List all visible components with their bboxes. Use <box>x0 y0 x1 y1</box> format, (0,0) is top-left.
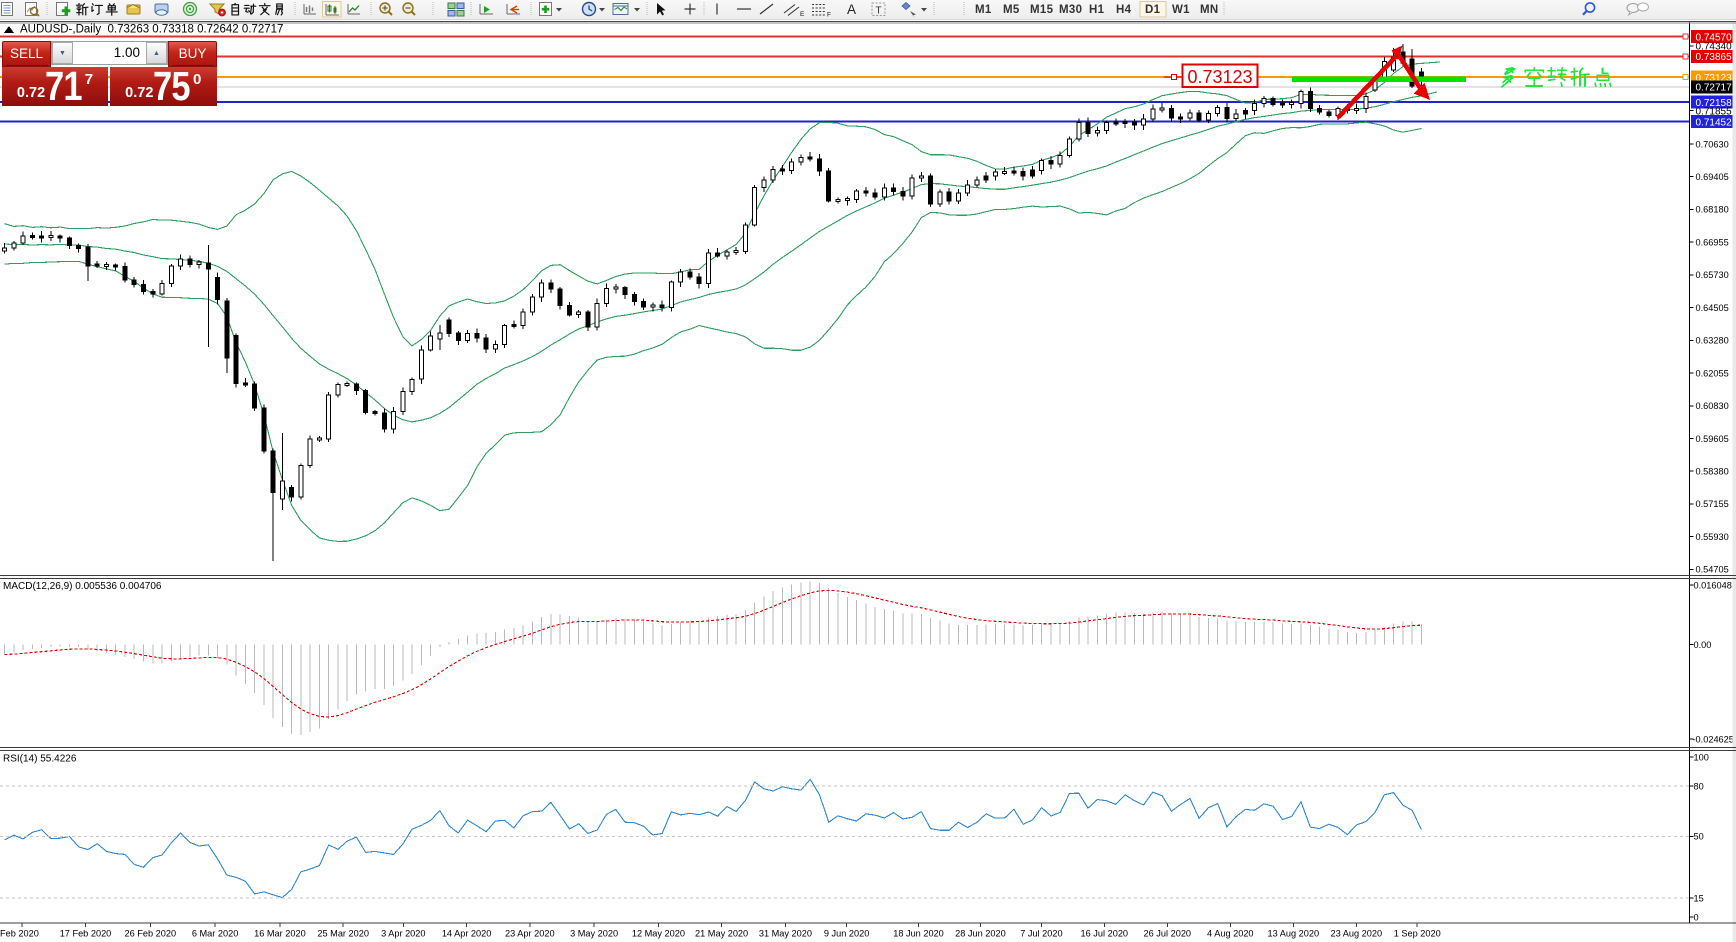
svg-text:21 May 2020: 21 May 2020 <box>695 928 748 938</box>
svg-text:Feb 2020: Feb 2020 <box>0 928 39 938</box>
svg-text:31 May 2020: 31 May 2020 <box>759 928 812 938</box>
svg-text:0.68180: 0.68180 <box>1696 205 1729 215</box>
svg-text:0.71855: 0.71855 <box>1696 106 1733 117</box>
svg-text:MN: MN <box>1200 4 1219 16</box>
svg-text:12 May 2020: 12 May 2020 <box>632 928 685 938</box>
svg-text:0.74340: 0.74340 <box>1696 42 1733 53</box>
svg-text:0.69405: 0.69405 <box>1696 172 1729 182</box>
svg-text:-0.024625: -0.024625 <box>1693 735 1734 745</box>
svg-text:0.57155: 0.57155 <box>1696 499 1729 509</box>
svg-text:0.72717: 0.72717 <box>1696 83 1733 94</box>
svg-text:0: 0 <box>1694 912 1699 922</box>
svg-text:0.66955: 0.66955 <box>1696 237 1729 247</box>
svg-text:M1: M1 <box>975 4 992 16</box>
svg-text:28 Jun 2020: 28 Jun 2020 <box>955 928 1006 938</box>
svg-text:9 Jun 2020: 9 Jun 2020 <box>824 928 869 938</box>
svg-text:A: A <box>847 2 856 17</box>
svg-text:1 Sep 2020: 1 Sep 2020 <box>1394 928 1441 938</box>
svg-text:100: 100 <box>1694 752 1709 762</box>
svg-text:0.65730: 0.65730 <box>1696 270 1729 280</box>
svg-text:17 Feb 2020: 17 Feb 2020 <box>60 928 112 938</box>
svg-text:4 Aug 2020: 4 Aug 2020 <box>1207 928 1254 938</box>
svg-text:26 Jul 2020: 26 Jul 2020 <box>1144 928 1192 938</box>
svg-text:E: E <box>800 11 805 18</box>
svg-text:0.59605: 0.59605 <box>1696 434 1729 444</box>
svg-text:0.73123: 0.73123 <box>1696 73 1733 84</box>
svg-text:26 Feb 2020: 26 Feb 2020 <box>124 928 176 938</box>
svg-text:0.60830: 0.60830 <box>1696 401 1729 411</box>
svg-text:RSI(14) 55.4226: RSI(14) 55.4226 <box>3 754 77 765</box>
svg-text:MACD(12,26,9) 0.005536 0.00470: MACD(12,26,9) 0.005536 0.004706 <box>3 581 162 592</box>
svg-text:18 Jun 2020: 18 Jun 2020 <box>893 928 944 938</box>
svg-text:0.016048: 0.016048 <box>1694 581 1732 591</box>
svg-text:0.58380: 0.58380 <box>1696 467 1729 477</box>
svg-text:0.72158: 0.72158 <box>1696 98 1733 109</box>
svg-text:15: 15 <box>1694 893 1704 903</box>
svg-text:F: F <box>827 12 831 19</box>
svg-text:25 Mar 2020: 25 Mar 2020 <box>317 928 369 938</box>
svg-text:13 Aug 2020: 13 Aug 2020 <box>1267 928 1319 938</box>
svg-text:50: 50 <box>1694 832 1704 842</box>
svg-text:0.63280: 0.63280 <box>1696 336 1729 346</box>
svg-text:23 Aug 2020: 23 Aug 2020 <box>1330 928 1382 938</box>
svg-text:W1: W1 <box>1172 4 1190 16</box>
svg-text:0.74570: 0.74570 <box>1696 33 1733 44</box>
svg-text:0.00: 0.00 <box>1694 640 1712 650</box>
svg-text:3 May 2020: 3 May 2020 <box>570 928 618 938</box>
svg-text:H1: H1 <box>1089 4 1105 16</box>
svg-text:M15: M15 <box>1030 4 1054 16</box>
svg-text:D1: D1 <box>1145 4 1161 16</box>
svg-text:T: T <box>876 6 882 17</box>
svg-text:16 Jul 2020: 16 Jul 2020 <box>1081 928 1129 938</box>
svg-text:0.64505: 0.64505 <box>1696 303 1729 313</box>
svg-text:16 Mar 2020: 16 Mar 2020 <box>254 928 306 938</box>
svg-text:0.62055: 0.62055 <box>1696 368 1729 378</box>
svg-text:0.71452: 0.71452 <box>1696 117 1733 128</box>
svg-text:7 Jul 2020: 7 Jul 2020 <box>1020 928 1062 938</box>
svg-text:AUDUSD-,Daily 0.73263 0.73318: AUDUSD-,Daily 0.73263 0.73318 0.72642 0.… <box>20 24 283 36</box>
svg-text:23 Apr 2020: 23 Apr 2020 <box>505 928 555 938</box>
svg-text:14 Apr 2020: 14 Apr 2020 <box>442 928 492 938</box>
svg-text:3 Apr 2020: 3 Apr 2020 <box>381 928 425 938</box>
svg-text:0.54705: 0.54705 <box>1696 565 1729 575</box>
svg-text:0.73123: 0.73123 <box>1187 67 1252 87</box>
svg-text:0.55930: 0.55930 <box>1696 532 1729 542</box>
svg-text:80: 80 <box>1694 781 1704 791</box>
svg-text:0.73865: 0.73865 <box>1696 52 1733 63</box>
svg-text:M30: M30 <box>1059 4 1082 16</box>
svg-text:H4: H4 <box>1116 4 1132 16</box>
svg-text:6 Mar 2020: 6 Mar 2020 <box>192 928 238 938</box>
svg-text:0.70630: 0.70630 <box>1696 139 1729 149</box>
svg-text:M5: M5 <box>1003 4 1020 16</box>
